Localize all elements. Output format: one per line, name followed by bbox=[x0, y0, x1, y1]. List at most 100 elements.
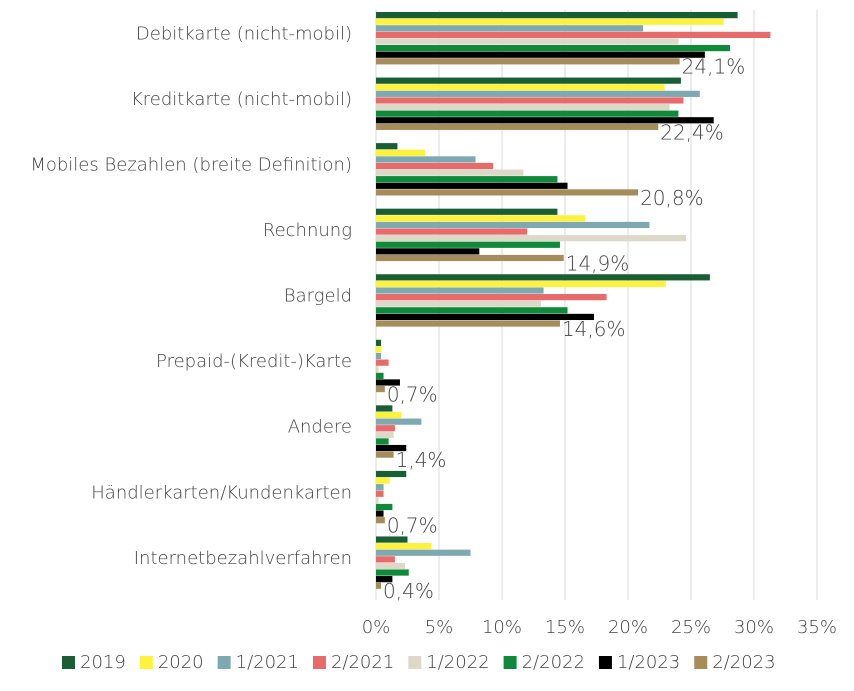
bar bbox=[376, 58, 680, 65]
bar bbox=[376, 517, 385, 524]
bar bbox=[376, 438, 389, 445]
data-label: 0,4% bbox=[383, 579, 434, 603]
x-tick-label: 5% bbox=[425, 617, 454, 638]
bar bbox=[376, 274, 710, 281]
bar bbox=[376, 215, 586, 222]
bar bbox=[376, 451, 394, 458]
bar bbox=[376, 156, 476, 163]
category-label: Bargeld bbox=[284, 286, 352, 307]
legend-swatch bbox=[139, 656, 153, 669]
data-label: 1,4% bbox=[396, 448, 447, 472]
bar bbox=[376, 352, 382, 360]
bar bbox=[376, 51, 705, 58]
bar bbox=[376, 359, 389, 366]
bar bbox=[376, 254, 564, 262]
legend-label: 2020 bbox=[158, 652, 204, 673]
bar bbox=[376, 84, 665, 91]
bar bbox=[376, 123, 659, 130]
data-label: 14,6% bbox=[562, 317, 626, 341]
x-tick-label: 15% bbox=[545, 617, 585, 638]
bar bbox=[376, 385, 385, 393]
x-tick-label: 30% bbox=[734, 617, 774, 638]
bar bbox=[376, 536, 408, 543]
bar bbox=[376, 510, 384, 517]
bar bbox=[376, 556, 395, 563]
bar bbox=[376, 497, 379, 504]
x-tick-label: 25% bbox=[671, 617, 711, 638]
bar bbox=[376, 313, 594, 321]
legend-swatch bbox=[217, 656, 231, 669]
bar bbox=[376, 307, 568, 314]
bar bbox=[376, 569, 409, 576]
bar bbox=[376, 12, 738, 19]
legend-label: 2/2021 bbox=[331, 652, 394, 673]
category-label: Rechnung bbox=[263, 220, 352, 241]
bar bbox=[376, 490, 384, 497]
bar bbox=[376, 248, 480, 255]
bar bbox=[376, 182, 568, 189]
bar bbox=[376, 38, 679, 45]
bar bbox=[376, 287, 544, 294]
bar bbox=[376, 77, 681, 84]
bar bbox=[376, 241, 560, 248]
bar bbox=[376, 484, 384, 491]
legend-label: 2019 bbox=[80, 652, 126, 673]
bar bbox=[376, 379, 400, 386]
data-label: 0,7% bbox=[387, 382, 438, 406]
bar bbox=[376, 45, 731, 52]
x-tick-label: 0% bbox=[362, 617, 391, 638]
bar bbox=[376, 431, 394, 438]
category-label: Internetbezahlverfahren bbox=[134, 548, 352, 569]
category-label: Prepaid-(Kredit-)Karte bbox=[156, 351, 352, 372]
bar bbox=[376, 503, 393, 511]
bar bbox=[376, 176, 558, 183]
bar bbox=[376, 300, 542, 307]
bar bbox=[376, 477, 390, 484]
bar bbox=[376, 320, 560, 327]
bar bbox=[376, 31, 771, 38]
legend-label: 1/2022 bbox=[426, 652, 489, 673]
bar bbox=[376, 366, 379, 373]
bar bbox=[376, 339, 382, 346]
bar bbox=[376, 221, 650, 229]
data-label: 20,8% bbox=[640, 186, 704, 210]
legend-label: 1/2023 bbox=[617, 652, 680, 673]
x-tick-label: 20% bbox=[608, 617, 648, 638]
bar bbox=[376, 576, 393, 583]
data-label: 14,9% bbox=[566, 251, 630, 275]
data-label: 24,1% bbox=[682, 55, 746, 79]
bar bbox=[376, 549, 471, 556]
bar bbox=[376, 169, 524, 176]
legend-label: 2/2023 bbox=[712, 652, 775, 673]
bar bbox=[376, 143, 398, 150]
category-label: Mobiles Bezahlen (breite Definition) bbox=[30, 155, 352, 176]
x-tick-label: 10% bbox=[482, 617, 522, 638]
bar bbox=[376, 117, 714, 124]
legend-label: 2/2022 bbox=[522, 652, 585, 673]
category-label: Debitkarte (nicht-mobil) bbox=[136, 23, 352, 44]
bar bbox=[376, 18, 724, 25]
bar bbox=[376, 444, 407, 452]
bar bbox=[376, 346, 382, 353]
data-label: 22,4% bbox=[660, 120, 724, 144]
bar bbox=[376, 162, 494, 170]
bar bbox=[376, 280, 666, 288]
bar bbox=[376, 208, 558, 215]
legend-swatch bbox=[312, 656, 326, 669]
bar bbox=[376, 90, 700, 97]
bar bbox=[376, 25, 644, 32]
bar bbox=[376, 582, 382, 589]
bar bbox=[376, 562, 405, 570]
bar bbox=[376, 97, 684, 104]
category-label: Kreditkarte (nicht-mobil) bbox=[131, 89, 352, 110]
bar bbox=[376, 372, 384, 379]
bar bbox=[376, 470, 407, 478]
bar bbox=[376, 149, 426, 156]
bar bbox=[376, 418, 422, 425]
legend-swatch bbox=[408, 656, 422, 669]
legend-label: 1/2021 bbox=[236, 652, 299, 673]
bar bbox=[376, 425, 395, 432]
bar bbox=[376, 411, 402, 419]
legend-swatch bbox=[62, 656, 75, 669]
